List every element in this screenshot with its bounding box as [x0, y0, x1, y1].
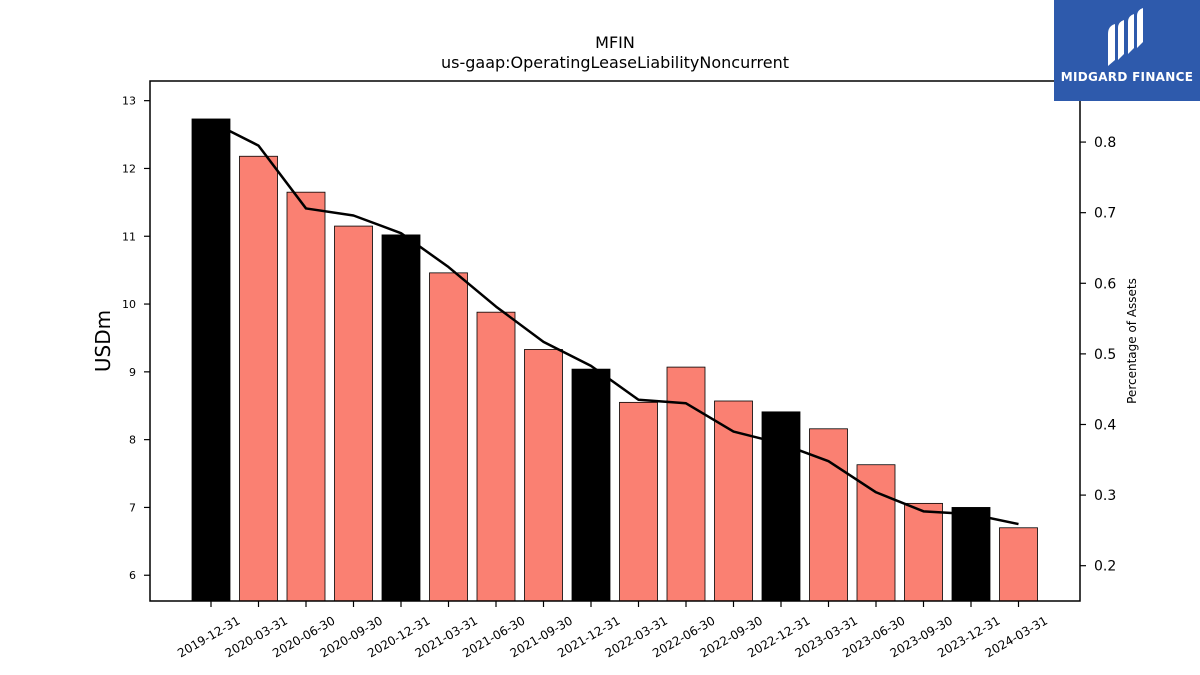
line-series: [210, 120, 1019, 526]
y2-axis-label: Percentage of Assets: [1125, 278, 1139, 404]
bar-2023-09-30: [904, 502, 943, 602]
bar-2022-03-31: [619, 401, 658, 602]
bar-2021-06-30: [476, 311, 516, 602]
x-axis: 2019-12-312020-03-312020-06-302020-09-30…: [175, 601, 1050, 660]
y2-tick-label: 0.2: [1094, 559, 1116, 575]
bar-2021-03-31: [429, 272, 468, 602]
bar-2020-09-30: [334, 225, 373, 602]
y-tick-label: 6: [129, 569, 136, 582]
y2-tick-label: 0.8: [1094, 135, 1116, 151]
y-axis-label: USDm: [91, 310, 115, 372]
y2-tick-label: 0.7: [1094, 206, 1116, 222]
line-path: [210, 120, 1019, 526]
bar-2023-03-31: [809, 428, 848, 602]
brand-logo: MIDGARD FINANCE: [1054, 0, 1200, 101]
chart-subtitle: us-gaap:OperatingLeaseLiabilityNoncurren…: [441, 53, 789, 72]
chart-title: MFIN: [595, 33, 635, 52]
bar-series: [191, 118, 1038, 602]
y-tick-label: 7: [129, 501, 136, 514]
logo-text: MIDGARD FINANCE: [1060, 70, 1194, 84]
bar-2021-12-31: [571, 368, 611, 602]
bar-2020-03-31: [239, 155, 278, 602]
y-tick-label: 12: [122, 162, 136, 175]
bar-2022-06-30: [666, 366, 706, 602]
y-tick-label: 8: [129, 434, 136, 447]
plot-frame: [149, 80, 1081, 602]
y-axis-left: 6 7 8 9 10 11 12 13: [122, 95, 150, 582]
logo-mark-icon: [1108, 8, 1143, 66]
y-tick-label: 11: [122, 230, 136, 243]
bar-2021-09-30: [524, 349, 563, 602]
y2-tick-label: 0.6: [1094, 276, 1116, 292]
y-axis-right: 0.2 0.3 0.4 0.5 0.6 0.7 0.8: [1080, 135, 1116, 575]
bar-2019-12-31: [191, 118, 231, 602]
y-tick-label: 9: [129, 366, 136, 379]
y-tick-label: 10: [122, 298, 136, 311]
bar-2023-12-31: [951, 507, 991, 602]
y2-tick-label: 0.4: [1094, 417, 1116, 433]
y2-tick-label: 0.5: [1094, 347, 1116, 363]
y2-tick-label: 0.3: [1094, 488, 1116, 504]
y-tick-label: 13: [122, 95, 136, 108]
bar-2020-06-30: [286, 191, 326, 602]
bar-2024-03-31: [999, 527, 1038, 602]
bar-2020-12-31: [381, 234, 421, 602]
bar-2023-06-30: [856, 464, 896, 602]
